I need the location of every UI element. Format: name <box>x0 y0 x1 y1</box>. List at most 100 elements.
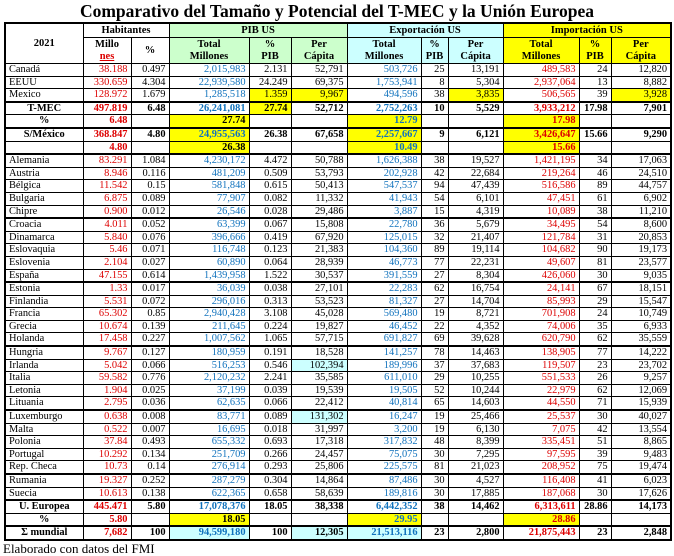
table-row: Estonia 1.33 0.017 36,039 0.038 27,101 22,283 6… <box>4 281 672 296</box>
cell: 8,600 <box>610 217 672 232</box>
cell: 116,748 <box>168 243 250 257</box>
cell: 89 <box>420 243 449 257</box>
row-label: Italia <box>4 371 84 385</box>
cell: 10,089 <box>502 204 580 219</box>
cell: 0.076 <box>130 230 170 245</box>
row-label: % <box>4 114 84 129</box>
cell: 39,628 <box>447 332 504 347</box>
cell: 0.522 <box>82 422 132 437</box>
cell: 8,304 <box>447 268 504 283</box>
cell: 77 <box>578 345 612 360</box>
cell: 2,800 <box>447 525 504 541</box>
cell: 23 <box>420 525 449 541</box>
cell: 17,626 <box>610 486 672 501</box>
cell: 547,537 <box>346 179 422 193</box>
cell: 38.188 <box>82 63 132 77</box>
cell: 317,832 <box>346 435 422 449</box>
cell: 7,682 <box>82 525 132 541</box>
cell: 391,559 <box>346 268 422 283</box>
cell: 40,814 <box>346 396 422 411</box>
cell <box>610 140 672 155</box>
cell: 16,247 <box>346 409 422 424</box>
cell: 89 <box>578 179 612 193</box>
cell: 0.266 <box>248 447 292 462</box>
cell: 22 <box>420 319 449 334</box>
cell: 368.847 <box>82 126 132 142</box>
cell <box>290 114 348 129</box>
cell: 19,527 <box>447 153 504 168</box>
table-row: Croacia 4.011 0.052 63,399 0.067 15,808 22,780… <box>4 217 672 232</box>
cell: 516,253 <box>168 358 250 373</box>
cell: 12,069 <box>610 383 672 398</box>
table-row: Rumania 19.327 0.252 287,279 0.304 14,864 87,4… <box>4 472 672 488</box>
cell: 19,114 <box>447 243 504 257</box>
row-label: Hungria <box>4 345 84 360</box>
table-row: 4.80 26.38 10.49 15.66 <box>4 140 672 155</box>
col-header-habitantes-millones: Millo nes <box>82 37 132 64</box>
cell: 51 <box>578 435 612 449</box>
cell <box>447 114 504 129</box>
cell: 0.252 <box>130 472 170 488</box>
cell: 21,023 <box>447 460 504 475</box>
cell: 3.108 <box>248 307 292 321</box>
cell: 15.66 <box>578 126 612 142</box>
cell: 10.674 <box>82 319 132 334</box>
table-row: España 47.155 0.614 1,439,958 1.522 30,537 391… <box>4 268 672 283</box>
cell: 1.522 <box>248 268 292 283</box>
cell: 0.419 <box>248 230 292 245</box>
row-label: Holanda <box>4 332 84 347</box>
cell: 38,338 <box>290 499 348 514</box>
cell: 19,474 <box>610 460 672 475</box>
cell <box>130 512 170 527</box>
cell: 61 <box>578 191 612 206</box>
cell: 34 <box>578 153 612 168</box>
cell: 62 <box>578 383 612 398</box>
row-label: Francia <box>4 307 84 321</box>
cell: 211,645 <box>168 319 250 334</box>
cell: 65.302 <box>82 307 132 321</box>
cell: 14,864 <box>290 472 348 488</box>
cell: 5.531 <box>82 294 132 309</box>
row-label: Bélgica <box>4 179 84 193</box>
row-label: EEUU <box>4 75 84 90</box>
cell: 10,244 <box>447 383 504 398</box>
cell: 4.011 <box>82 217 132 232</box>
cell: 36 <box>420 217 449 232</box>
cell: 141,257 <box>346 345 422 360</box>
cell: 50,413 <box>290 179 348 193</box>
cell: 0.615 <box>248 179 292 193</box>
cell: 14,462 <box>447 499 504 514</box>
cell: 24 <box>578 307 612 321</box>
cell: 29,486 <box>290 204 348 219</box>
cell: 138,905 <box>502 345 580 360</box>
cell: 116,408 <box>502 472 580 488</box>
cell: 3,933,212 <box>502 100 580 116</box>
cell: 38 <box>420 499 449 514</box>
cell: 48 <box>420 435 449 449</box>
cell: 41 <box>578 472 612 488</box>
cell: 62,635 <box>168 396 250 411</box>
cell: 8,882 <box>610 75 672 90</box>
cell: 494,596 <box>346 88 422 103</box>
cell: 6.48 <box>130 100 170 116</box>
cell: 0.224 <box>248 319 292 334</box>
cell: 67,920 <box>290 230 348 245</box>
cell: 0.089 <box>130 191 170 206</box>
table-row: Irlanda 5.042 0.066 516,253 0.546 102,394 189,… <box>4 358 672 373</box>
cell <box>248 140 292 155</box>
cell: 22,684 <box>447 166 504 181</box>
cell: 22,939,580 <box>168 75 250 90</box>
cell: 37,683 <box>447 358 504 373</box>
cell: 18,528 <box>290 345 348 360</box>
cell: 276,914 <box>168 460 250 475</box>
cell: 0.304 <box>248 472 292 488</box>
cell: 8 <box>420 75 449 90</box>
table-row: Malta 0.522 0.007 16,695 0.018 31,997 3,200 19 6… <box>4 422 672 437</box>
cell: 4,319 <box>447 204 504 219</box>
cell: 1,439,958 <box>168 268 250 283</box>
cell: 9,967 <box>290 88 348 103</box>
row-label: Eslovaquia <box>4 243 84 257</box>
cell: 24 <box>578 63 612 77</box>
table-row: Eslovaquia 5.46 0.071 116,748 0.123 21,383 104… <box>4 243 672 257</box>
cell: 4,230,172 <box>168 153 250 168</box>
